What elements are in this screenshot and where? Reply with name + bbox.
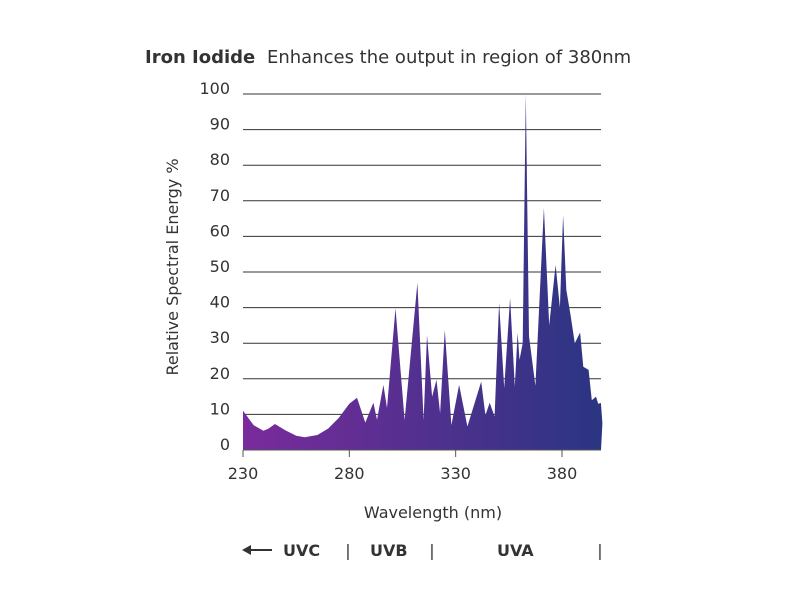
spectrum-area bbox=[243, 94, 603, 450]
y-tick-label: 80 bbox=[210, 150, 230, 169]
y-tick-label: 90 bbox=[210, 115, 230, 134]
y-tick-label: 0 bbox=[220, 435, 230, 454]
x-tick-label: 330 bbox=[440, 464, 471, 483]
chart-title: Iron Iodide Enhances the output in regio… bbox=[145, 47, 631, 68]
y-tick-labels: 0 10 20 30 40 50 60 70 80 90 100 bbox=[199, 79, 230, 454]
y-tick-label: 60 bbox=[210, 221, 230, 240]
y-tick-label: 30 bbox=[210, 328, 230, 347]
x-axis-label: Wavelength (nm) bbox=[364, 503, 502, 522]
gridlines bbox=[243, 93, 601, 415]
x-tick-label: 230 bbox=[228, 464, 259, 483]
y-tick-label: 10 bbox=[210, 399, 230, 418]
y-tick-label: 100 bbox=[199, 79, 230, 98]
chart-title-rest: Enhances the output in region of 380nm bbox=[267, 47, 631, 68]
uv-bands: UVC | UVB | UVA | bbox=[242, 541, 603, 560]
band-separator: | bbox=[597, 541, 602, 560]
chart-title-bold: Iron Iodide bbox=[145, 47, 255, 68]
y-tick-label: 20 bbox=[210, 364, 230, 383]
y-tick-label: 40 bbox=[210, 293, 230, 312]
band-separator: | bbox=[429, 541, 434, 560]
left-arrow-icon bbox=[242, 545, 272, 555]
band-uvc: UVC bbox=[283, 541, 320, 560]
y-tick-label: 50 bbox=[210, 257, 230, 276]
y-tick-label: 70 bbox=[210, 186, 230, 205]
x-ticks: 230 280 330 380 bbox=[228, 449, 601, 483]
x-tick-label: 380 bbox=[547, 464, 578, 483]
band-separator: | bbox=[345, 541, 350, 560]
band-uva: UVA bbox=[497, 541, 534, 560]
x-tick-label: 280 bbox=[334, 464, 365, 483]
y-axis-label: Relative Spectral Energy % bbox=[163, 158, 182, 375]
band-uvb: UVB bbox=[370, 541, 408, 560]
